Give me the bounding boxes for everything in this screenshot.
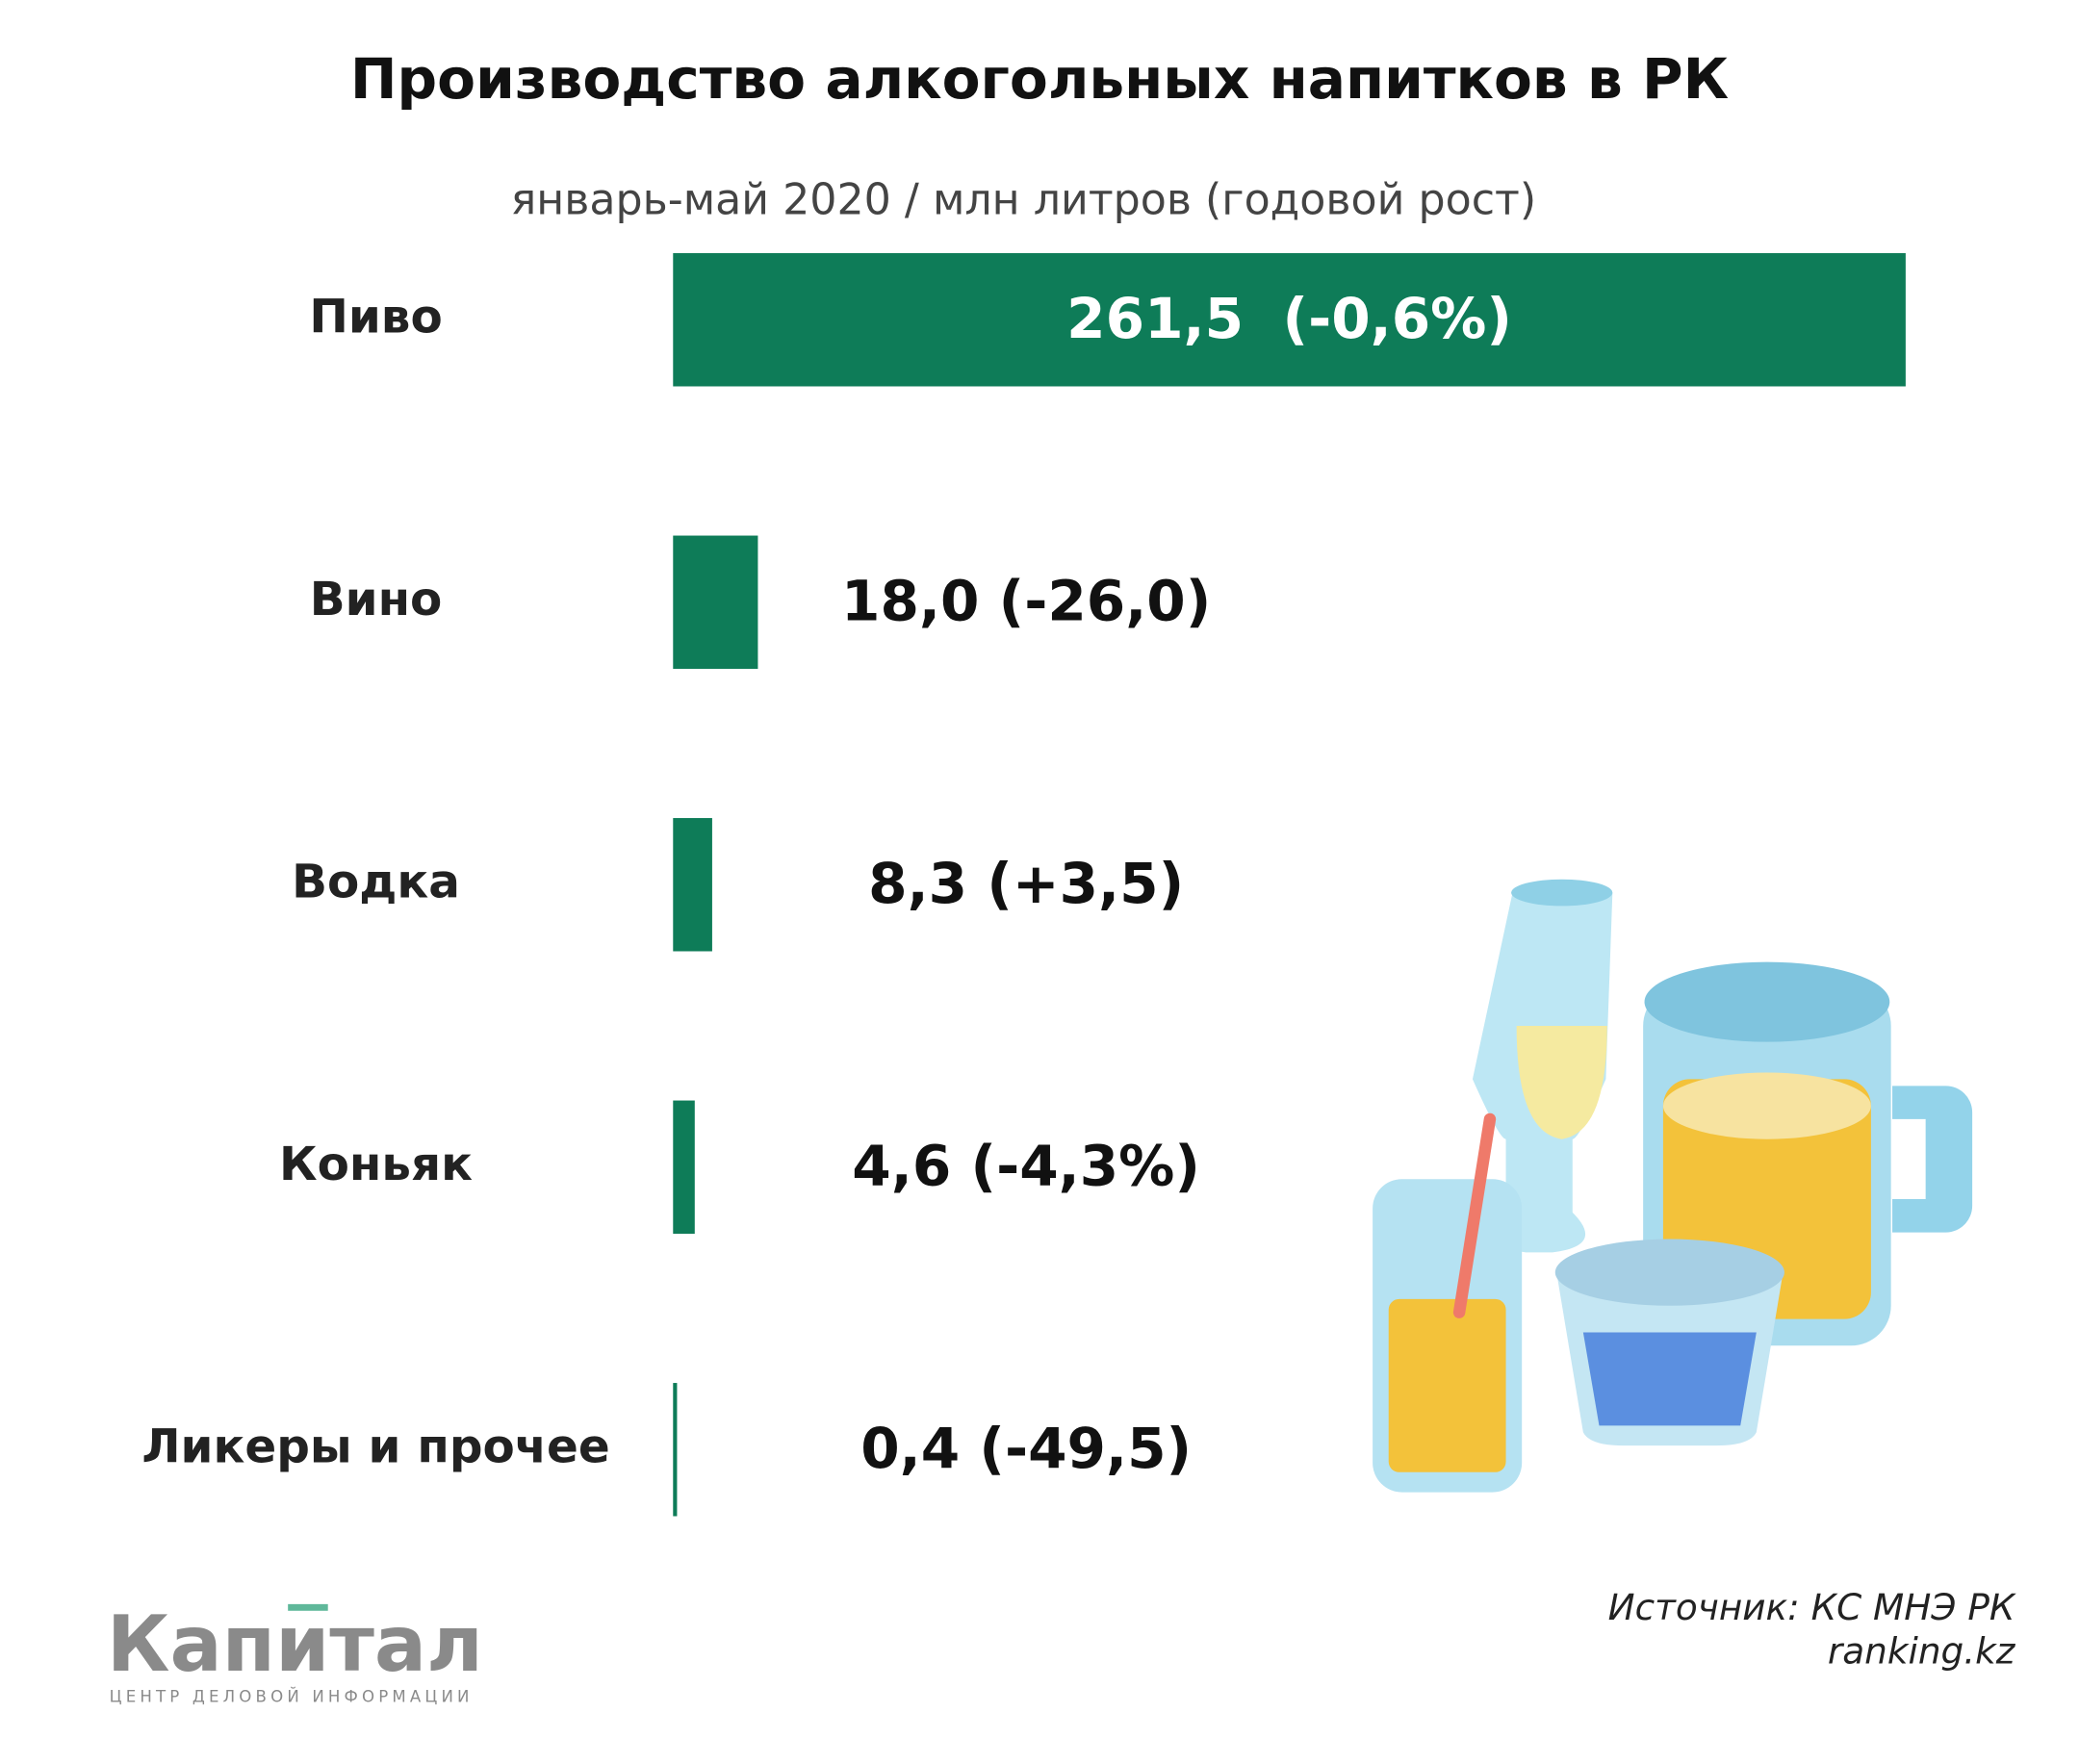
category-label: Ликеры и прочее xyxy=(141,1419,609,1473)
value-label: 8,3 (+3,5) xyxy=(868,851,1184,916)
chart-subtitle: январь-май 2020 / млн литров (годовой ро… xyxy=(511,175,1537,224)
value-label: 261,5 (-0,6%) xyxy=(1066,286,1512,351)
bar xyxy=(673,1383,678,1517)
value-label: 4,6 (-4,3%) xyxy=(852,1134,1200,1199)
category-label: Водка xyxy=(292,855,460,908)
bar xyxy=(673,253,1906,387)
category-label: Вино xyxy=(310,573,443,626)
drinks-illustration xyxy=(1373,879,1973,1493)
category-label: Пиво xyxy=(309,290,442,344)
site: ranking.kz xyxy=(1828,1630,2016,1673)
logo: Капитал xyxy=(107,1598,483,1689)
source: Источник: КС МНЭ РК xyxy=(1608,1586,2016,1628)
bar xyxy=(673,1100,695,1234)
logo-tagline: ЦЕНТР ДЕЛОВОЙ ИНФОРМАЦИИ xyxy=(110,1687,474,1705)
chart-title: Производство алкогольных напитков в РК xyxy=(350,46,1729,112)
bar xyxy=(673,535,758,669)
category-label: Коньяк xyxy=(279,1138,473,1191)
value-label: 18,0 (-26,0) xyxy=(841,569,1211,634)
value-label: 0,4 (-49,5) xyxy=(860,1416,1192,1481)
logo-accent xyxy=(288,1603,328,1611)
bar xyxy=(673,818,712,952)
